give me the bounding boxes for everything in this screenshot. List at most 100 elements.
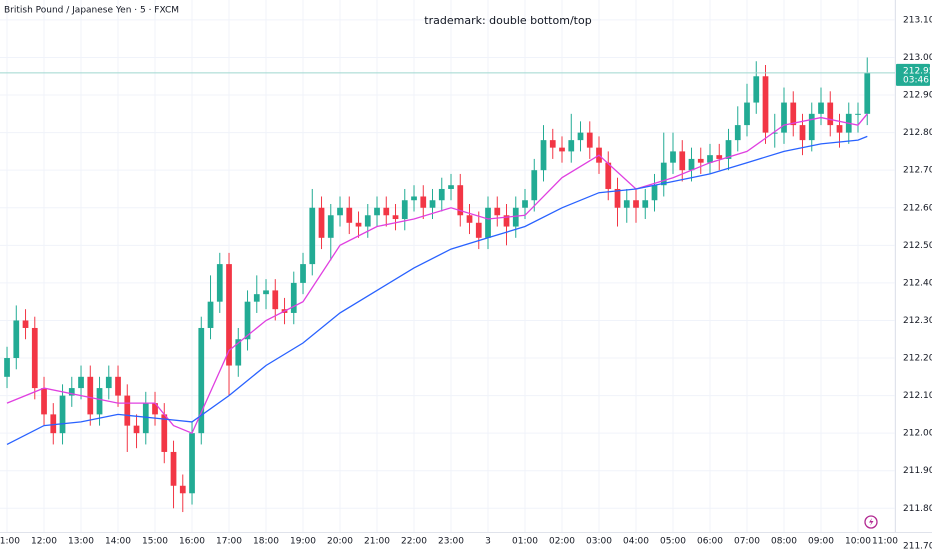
candle-body [13, 320, 20, 359]
y-tick-label: 212.600 [903, 203, 932, 213]
candle-body [68, 388, 75, 396]
x-tick-label: 22:00 [401, 537, 427, 547]
x-tick-label: 02:00 [549, 537, 575, 547]
candle-body [309, 207, 316, 265]
candle-body [272, 290, 279, 310]
candle-body [512, 207, 519, 227]
candle-body [235, 339, 242, 366]
candle-body [799, 125, 806, 141]
candle-body [216, 264, 223, 302]
candle-body [429, 200, 436, 208]
y-tick-label: 212.100 [903, 391, 932, 401]
candle-body [827, 102, 834, 126]
candle-body [855, 113, 861, 115]
y-tick-label: 212.700 [903, 166, 932, 176]
candle-body [133, 425, 140, 434]
candle-body [355, 222, 362, 227]
candle-body [59, 395, 66, 434]
x-tick-label: 17:00 [216, 537, 242, 547]
candle-body [781, 102, 787, 133]
last-price-label: 212.959 [903, 66, 932, 76]
candle-body [105, 376, 112, 389]
x-tick-label: 21:00 [364, 537, 390, 547]
candle-body [818, 102, 824, 114]
candle-body [226, 264, 232, 366]
candle-body [189, 433, 195, 494]
candle-body [762, 76, 769, 133]
candle-body [115, 376, 121, 396]
y-tick-label: 212.000 [903, 429, 932, 439]
candle-body [623, 200, 630, 208]
candle-body [522, 200, 528, 208]
candle-body [808, 113, 815, 141]
x-tick-label: 04:00 [623, 537, 649, 547]
candle-body [457, 185, 464, 216]
candle-body [568, 140, 575, 152]
y-tick-label: 212.900 [903, 91, 932, 101]
candle-body [614, 188, 621, 208]
y-tick-label: 212.200 [903, 354, 932, 364]
symbol-label: British Pound / Japanese Yen · 5 · FXCM [4, 6, 179, 16]
candle-body [734, 125, 741, 141]
y-tick-label: 213.000 [903, 53, 932, 63]
candle-body [263, 290, 269, 295]
candle-body [124, 395, 131, 426]
x-tick-label: 09:00 [808, 537, 834, 547]
candle-body [244, 301, 251, 340]
candle-body [96, 388, 103, 415]
candle-body [559, 147, 565, 152]
candle-body [716, 155, 723, 159]
candle-body [318, 207, 325, 238]
y-tick-label: 212.300 [903, 316, 932, 326]
candle-body [466, 215, 473, 223]
candle-body [337, 207, 343, 216]
candle-body [142, 403, 149, 434]
x-tick-label: 01:00 [512, 537, 538, 547]
moving-average [6, 113, 868, 435]
candle-body [198, 327, 205, 434]
y-tick-label: 212.400 [903, 278, 932, 288]
candle-body [374, 207, 380, 216]
candle-body [411, 196, 417, 201]
x-tick-label: 03:00 [586, 537, 612, 547]
x-tick-label: 08:00 [771, 537, 797, 547]
candle-body [531, 170, 538, 201]
candle-body [78, 376, 84, 389]
candle-body [383, 207, 390, 216]
candle-body [50, 414, 57, 434]
candle-body [753, 76, 760, 103]
candle-body [790, 102, 797, 126]
x-tick-label: 14:00 [105, 537, 131, 547]
candle-body [670, 151, 676, 163]
candle-body [161, 414, 168, 452]
moving-average [6, 135, 868, 445]
candle-body [503, 215, 510, 227]
y-tick-label: 211.700 [903, 541, 932, 550]
candle-body [152, 403, 158, 415]
candle-body [207, 301, 214, 328]
candle-body [642, 200, 649, 208]
candle-body [448, 185, 454, 189]
x-tick-label: 3 [485, 537, 491, 547]
candle-body [300, 264, 306, 283]
candle-body [725, 140, 732, 159]
candle-body [253, 294, 260, 302]
x-tick-label: 20:00 [327, 537, 353, 547]
candle-body [494, 207, 501, 216]
candle-body [31, 327, 38, 389]
candle-body [577, 132, 584, 141]
candle-body [392, 215, 399, 220]
x-tick-label: 16:00 [179, 537, 205, 547]
candle-body [420, 196, 427, 208]
x-tick-label: 06:00 [697, 537, 723, 547]
candle-body [836, 125, 843, 133]
candle-body [679, 151, 686, 171]
candle-body [633, 200, 639, 208]
candle-body [651, 185, 658, 201]
candle-body [179, 485, 186, 494]
candle-body [346, 207, 353, 223]
candle-body [744, 102, 750, 126]
candle-body [864, 72, 871, 114]
candle-body [327, 215, 334, 238]
candle-body [605, 162, 612, 189]
